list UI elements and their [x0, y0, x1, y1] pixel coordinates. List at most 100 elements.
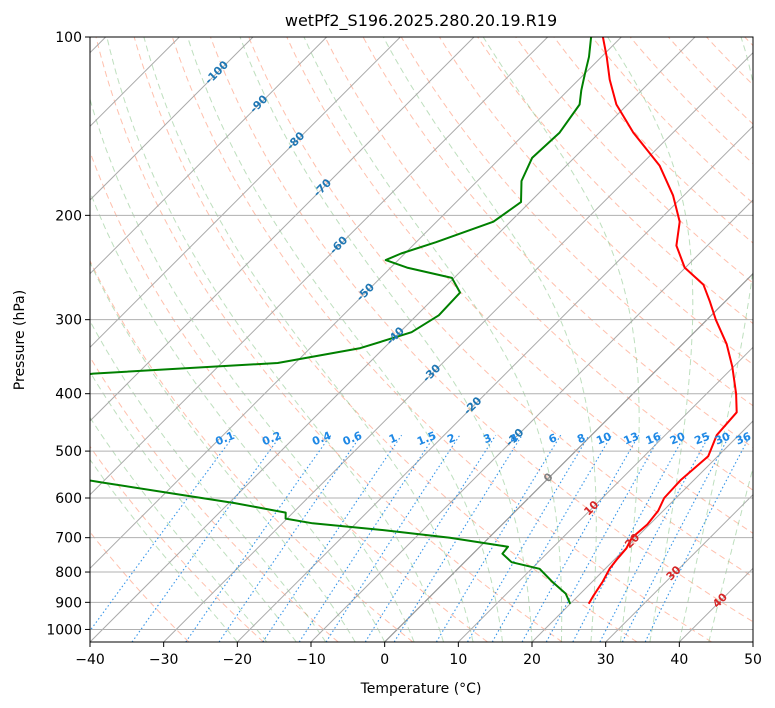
- isotherm-line: [90, 37, 328, 275]
- x-tick-label: −10: [296, 652, 326, 668]
- y-tick-label: 900: [55, 595, 82, 611]
- isotherm-line: [163, 51, 753, 642]
- mixing-ratio-line: [185, 434, 332, 642]
- moist-adiabat-line: [187, 37, 503, 642]
- y-tick-label: 500: [55, 444, 82, 460]
- mixing-ratio-label: 25: [693, 430, 712, 448]
- x-tick-label: 20: [523, 652, 541, 668]
- moist-adiabats: [90, 37, 753, 642]
- y-tick-label: 700: [55, 531, 82, 547]
- isotherm-line: [90, 37, 475, 422]
- isotherm-line: [531, 420, 753, 642]
- moist-adiabat-line: [239, 37, 533, 642]
- mixing-ratio-label: 8: [575, 431, 587, 446]
- mixing-ratio-line: [325, 434, 461, 642]
- isotherm-line: [310, 199, 753, 642]
- dry-adiabat-line: [248, 37, 753, 578]
- moist-adiabat-line: [90, 261, 356, 642]
- mixing-ratio-line: [364, 434, 497, 642]
- moist-adiabat-line: [382, 37, 597, 642]
- mixing-ratio-label: 3: [482, 431, 494, 446]
- dry-adiabat-line: [591, 37, 753, 204]
- dry-adiabat-line: [515, 37, 753, 284]
- x-tick-label: 50: [744, 652, 762, 668]
- dry-adiabat-line: [400, 37, 753, 407]
- mixing-ratio-line: [218, 434, 362, 642]
- y-axis: 100 200 300 400 500 600 700 800 900 1000: [46, 30, 90, 638]
- moist-adiabat-line: [90, 190, 386, 642]
- pressure-gridlines: [90, 37, 753, 630]
- sounding-traces: [90, 37, 738, 605]
- y-tick-label: 1000: [46, 622, 82, 638]
- mixing-ratio-label: 1: [387, 431, 399, 446]
- isotherm-line: [90, 37, 401, 349]
- mixing-ratio-label: 20: [668, 430, 687, 448]
- moist-adiabat-line: [708, 466, 753, 642]
- y-tick-label: 800: [55, 565, 82, 581]
- y-tick-label: 600: [55, 491, 82, 507]
- mixing-ratio-line: [621, 434, 731, 642]
- y-tick-label: 200: [55, 208, 82, 224]
- mixing-ratio-label: 30: [713, 430, 732, 448]
- dry-adiabat-line: [90, 445, 264, 642]
- x-axis: −40 −30 −20 −10 0 10 20 30 40 50: [75, 642, 762, 668]
- temperature-line: [587, 37, 738, 605]
- x-tick-label: 10: [449, 652, 467, 668]
- x-tick-label: 0: [380, 652, 389, 668]
- mixing-ratio-line: [644, 434, 751, 642]
- moist-adiabat-line: [143, 37, 474, 642]
- moist-adiabat-line: [303, 37, 563, 642]
- mixing-ratio-line: [467, 434, 590, 642]
- mixing-ratio-label: 16: [644, 430, 663, 448]
- mixing-ratio-line: [491, 434, 613, 642]
- mixing-ratio-label: 13: [622, 430, 641, 448]
- moist-adiabat-line: [678, 37, 753, 642]
- y-tick-label: 100: [55, 30, 82, 46]
- moist-adiabat-line: [90, 458, 238, 642]
- x-tick-label: 40: [670, 652, 688, 668]
- plot-area: -100-90-80-70-60-50-40-30-20-10010203040…: [90, 37, 753, 642]
- mixing-ratio-line: [435, 434, 562, 642]
- mixing-ratio-line: [545, 434, 662, 642]
- y-tick-label: 300: [55, 313, 82, 329]
- x-tick-label: 30: [597, 652, 615, 668]
- mixing-ratio-line: [90, 434, 235, 632]
- y-tick-label: 400: [55, 387, 82, 403]
- dry-adiabat-line: [133, 37, 638, 642]
- mixing-ratio-label: 2: [445, 431, 457, 446]
- mixing-ratio-label: 36: [734, 430, 753, 448]
- isotherm-line: [236, 125, 753, 642]
- x-tick-label: −40: [75, 652, 105, 668]
- moist-adiabat-line: [90, 416, 268, 642]
- isotherm-line: [90, 37, 622, 570]
- moist-adiabat-line: [482, 37, 640, 642]
- mixing-ratio-line: [521, 434, 640, 642]
- moist-adiabat-line: [90, 320, 327, 642]
- isotherm-line: [90, 37, 549, 496]
- x-tick-label: −30: [149, 652, 179, 668]
- moist-adiabat-line: [607, 37, 694, 642]
- dry-adiabat-line: [171, 37, 712, 642]
- y-axis-label: Pressure (hPa): [12, 290, 28, 390]
- isotherm-line: [605, 493, 753, 642]
- zero-isotherm-line: [384, 272, 753, 642]
- dry-adiabat-line: [629, 37, 753, 165]
- dry-adiabat-line: [324, 37, 753, 491]
- x-axis-label: Temperature (°C): [360, 681, 482, 697]
- dewpoint-line: [90, 37, 593, 605]
- moist-adiabat-line: [106, 37, 445, 642]
- moist-adiabat-line: [90, 370, 297, 642]
- isotherm-line: [90, 37, 254, 201]
- mixing-ratio-line: [572, 434, 686, 642]
- plot-frame: [89, 36, 754, 643]
- x-tick-label: −20: [223, 652, 253, 668]
- dry-adiabat-line: [90, 259, 414, 642]
- dry-adiabat-line: [210, 37, 753, 623]
- dry-adiabat-line: [95, 37, 563, 642]
- isotherm-line: [457, 346, 753, 642]
- chart-title: wetPf2_S196.2025.280.20.19.R19: [285, 11, 557, 31]
- isotherms: [90, 37, 753, 642]
- isotherm-line: [90, 37, 696, 642]
